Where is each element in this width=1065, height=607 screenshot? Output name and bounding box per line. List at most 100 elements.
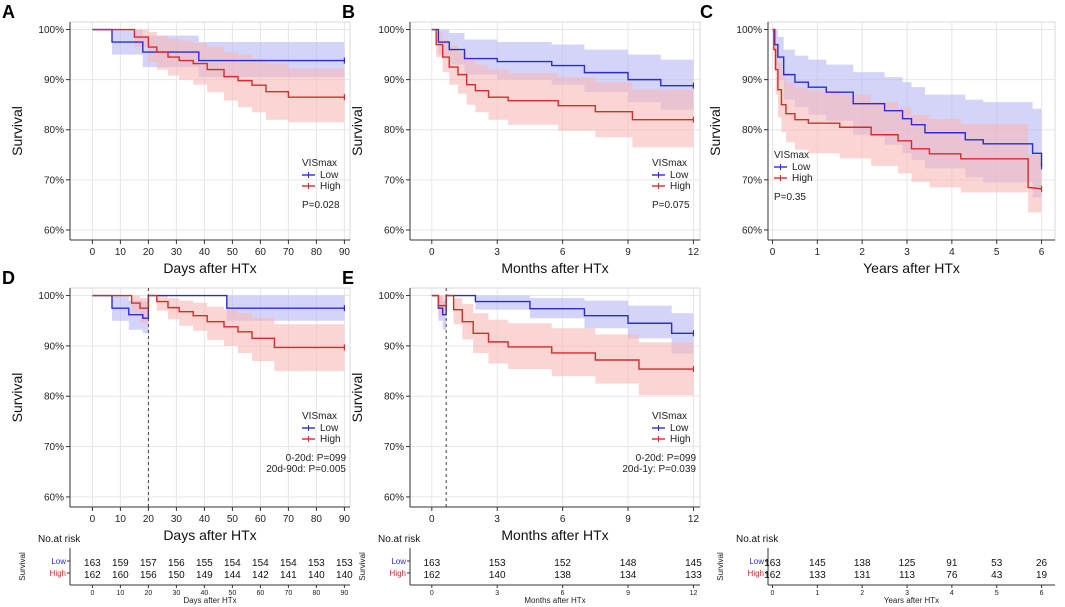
legend-label-low: Low: [670, 423, 689, 434]
risk-x-tick-label: 6: [1040, 590, 1044, 597]
p-value-annotation: P=0.075: [652, 200, 690, 211]
risk-x-axis-label: Days after HTx: [183, 596, 236, 605]
survival-line-high: [431, 28, 694, 121]
risk-cell: 148: [620, 558, 637, 569]
y-tick-label: 80%: [44, 392, 64, 403]
risk-cell: 154: [280, 558, 297, 569]
y-tick-label: 90%: [44, 341, 64, 352]
x-tick-label: 9: [625, 247, 631, 258]
panel-d: 60% 70% 80% 90% 100% 0 10 20 30 40 50 60 70 80 90 Days …: [2, 268, 351, 543]
risk-cell: 157: [140, 558, 157, 569]
risk-table-side-label: Survival: [358, 552, 367, 581]
x-tick-label: 2: [859, 247, 865, 258]
y-tick-label: 80%: [44, 125, 64, 136]
risk-cell: 153: [489, 558, 506, 569]
legend-label-low: Low: [320, 170, 339, 181]
risk-cell: 163: [764, 558, 781, 569]
p-value-annotation: P=0.028: [302, 200, 340, 211]
legend-label-low: Low: [792, 162, 811, 173]
x-axis-label: Years after HTx: [863, 260, 960, 276]
y-tick-label: 70%: [44, 442, 64, 453]
risk-cell: 159: [112, 558, 129, 569]
risk-cell: 91: [946, 558, 958, 569]
risk-x-tick-label: 0: [430, 590, 434, 597]
p-value-annotation: 20d-1y: P=0.039: [622, 464, 696, 475]
y-tick-label: 60%: [384, 492, 404, 503]
y-tick-label: 70%: [384, 175, 404, 186]
y-tick-label: 90%: [384, 341, 404, 352]
legend-label-high: High: [670, 181, 691, 192]
risk-table-title: No.at risk: [378, 534, 421, 545]
y-axis-label: Survival: [349, 106, 365, 156]
risk-cell: 163: [423, 558, 440, 569]
panel-e: 60% 70% 80% 90% 100% 0 3 6 9 12 Months after HTx Su…: [342, 268, 701, 543]
legend-label-low: Low: [320, 423, 339, 434]
y-tick-label: 70%: [44, 175, 64, 186]
legend-label-high: High: [320, 181, 341, 192]
y-tick-label: 90%: [384, 75, 404, 86]
x-tick-label: 20: [143, 247, 155, 258]
x-axis-label: Months after HTx: [501, 260, 608, 276]
risk-row-label-low: Low: [391, 557, 406, 566]
y-tick-label: 100%: [736, 25, 762, 36]
risk-cell: 133: [809, 570, 826, 581]
risk-x-tick-label: 30: [173, 590, 181, 597]
x-tick-label: 10: [115, 247, 127, 258]
survival-line-high: [92, 294, 345, 349]
risk-cell: 156: [168, 558, 185, 569]
x-tick-label: 3: [494, 247, 500, 258]
risk-cell: 19: [1036, 570, 1048, 581]
y-tick-label: 100%: [38, 291, 64, 302]
risk-cell: 138: [554, 570, 571, 581]
x-tick-label: 0: [90, 247, 96, 258]
risk-cell: 160: [112, 570, 129, 581]
y-tick-label: 100%: [378, 291, 404, 302]
risk-cell: 140: [489, 570, 506, 581]
y-tick-label: 80%: [384, 125, 404, 136]
panel-b: 60% 70% 80% 90% 100% 0 3 6 9 12 Months after HTx Su…: [342, 2, 701, 276]
x-tick-label: 12: [688, 247, 700, 258]
risk-cell: 131: [854, 570, 871, 581]
p-value-annotation: 0-20d: P=099: [286, 453, 347, 464]
risk-x-tick-label: 20: [145, 590, 153, 597]
risk-x-tick-label: 60: [257, 590, 265, 597]
risk-table-side-label: Survival: [716, 552, 725, 581]
x-tick-label: 90: [339, 247, 351, 258]
risk-x-tick-label: 0: [90, 590, 94, 597]
panel-letter: D: [2, 268, 15, 288]
x-tick-label: 30: [171, 514, 183, 525]
x-tick-label: 3: [494, 514, 500, 525]
y-axis-label: Survival: [349, 373, 365, 423]
panel-letter: E: [342, 268, 354, 288]
ci-band-high: [772, 29, 1042, 213]
x-tick-label: 0: [90, 514, 96, 525]
risk-cell: 162: [423, 570, 440, 581]
risk-x-tick-label: 80: [313, 590, 321, 597]
y-axis-label: Survival: [9, 106, 25, 156]
x-tick-label: 12: [688, 514, 700, 525]
ci-band-low: [431, 295, 694, 354]
x-axis-label: Months after HTx: [501, 527, 608, 543]
x-tick-label: 70: [283, 247, 295, 258]
p-value-annotation: 0-20d: P=099: [636, 453, 697, 464]
x-tick-label: 20: [143, 514, 155, 525]
x-tick-label: 80: [311, 247, 323, 258]
panel-c: 60% 70% 80% 90% 100% 0 1 2 3 4 5 6 Years after HTx Su…: [700, 2, 1056, 276]
legend-label-low: Low: [670, 170, 689, 181]
y-tick-label: 100%: [38, 25, 64, 36]
risk-cell: 76: [946, 570, 958, 581]
legend-label-high: High: [792, 173, 813, 184]
risk-cell: 154: [252, 558, 269, 569]
x-tick-label: 4: [949, 247, 955, 258]
survival-line-low: [431, 294, 694, 335]
y-tick-label: 80%: [742, 125, 762, 136]
y-axis-label: Survival: [707, 106, 723, 156]
x-axis-label: Days after HTx: [163, 527, 256, 543]
x-tick-label: 9: [625, 514, 631, 525]
x-tick-label: 70: [283, 514, 295, 525]
x-tick-label: 90: [339, 514, 351, 525]
risk-x-tick-label: 3: [905, 590, 909, 597]
risk-cell: 162: [84, 570, 101, 581]
panel-a: 60% 70% 80% 90% 100% 0 10 20 30 40 50 60 70 80 90 Days …: [2, 2, 351, 276]
